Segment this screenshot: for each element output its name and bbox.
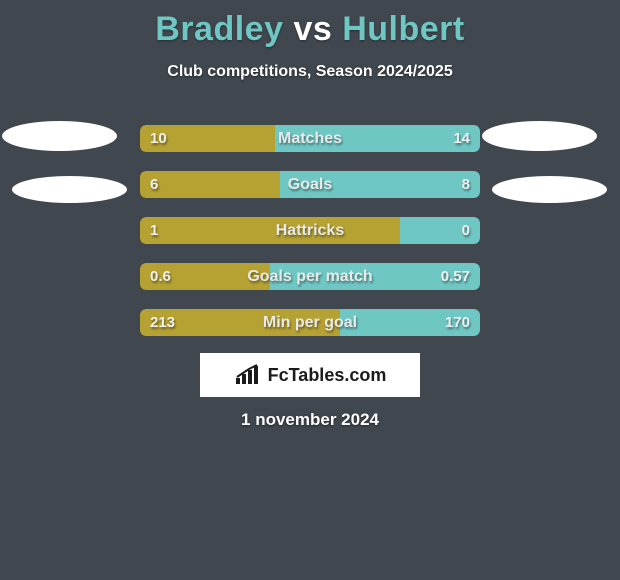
brand-text: FcTables.com — [268, 365, 387, 386]
page-title: Bradley vs Hulbert — [0, 0, 620, 49]
stat-label: Hattricks — [140, 217, 480, 244]
date-label: 1 november 2024 — [0, 410, 620, 430]
stat-row: 1014Matches — [140, 125, 480, 152]
comparison-canvas: Bradley vs Hulbert Club competitions, Se… — [0, 0, 620, 580]
stats-container: 1014Matches 68Goals 10Hattricks 0.60.57Goal… — [140, 125, 480, 355]
stat-row: 0.60.57Goals per match — [140, 263, 480, 290]
stat-label: Matches — [140, 125, 480, 152]
stat-label: Min per goal — [140, 309, 480, 336]
stat-row: 213170Min per goal — [140, 309, 480, 336]
player2-name: Hulbert — [342, 10, 465, 48]
brand-chart-icon — [234, 364, 262, 386]
brand-box[interactable]: FcTables.com — [200, 353, 420, 397]
stat-label: Goals per match — [140, 263, 480, 290]
stat-row: 10Hattricks — [140, 217, 480, 244]
vs-label: vs — [293, 10, 332, 48]
stat-row: 68Goals — [140, 171, 480, 198]
player1-name: Bradley — [155, 10, 283, 48]
subtitle: Club competitions, Season 2024/2025 — [0, 63, 620, 81]
stat-label: Goals — [140, 171, 480, 198]
player1-avatar-top — [2, 121, 117, 151]
player1-avatar-mid — [12, 176, 127, 203]
player2-avatar-top — [482, 121, 597, 151]
player2-avatar-mid — [492, 176, 607, 203]
